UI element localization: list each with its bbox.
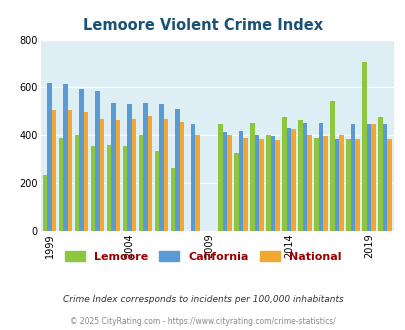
Bar bbox=[270, 137, 275, 231]
Bar bbox=[350, 124, 354, 231]
Bar bbox=[147, 116, 152, 231]
Legend: Lemoore, California, National: Lemoore, California, National bbox=[60, 247, 345, 267]
Bar bbox=[382, 124, 386, 231]
Bar bbox=[43, 176, 47, 231]
Bar bbox=[290, 129, 295, 231]
Bar bbox=[307, 135, 311, 231]
Bar bbox=[329, 101, 334, 231]
Bar bbox=[322, 137, 327, 231]
Bar bbox=[366, 124, 370, 231]
Bar bbox=[338, 135, 343, 231]
Bar bbox=[131, 118, 136, 231]
Bar bbox=[254, 135, 259, 231]
Bar bbox=[238, 131, 243, 231]
Bar bbox=[68, 110, 72, 231]
Bar bbox=[377, 117, 382, 231]
Bar bbox=[179, 122, 183, 231]
Bar bbox=[354, 139, 359, 231]
Bar bbox=[75, 135, 79, 231]
Bar bbox=[154, 151, 159, 231]
Bar bbox=[127, 104, 131, 231]
Bar bbox=[143, 103, 147, 231]
Bar bbox=[386, 139, 390, 231]
Bar bbox=[190, 124, 195, 231]
Bar bbox=[63, 84, 68, 231]
Bar bbox=[52, 110, 56, 231]
Bar bbox=[218, 124, 222, 231]
Bar bbox=[100, 118, 104, 231]
Bar bbox=[122, 146, 127, 231]
Bar bbox=[83, 112, 88, 231]
Bar bbox=[298, 120, 302, 231]
Bar bbox=[286, 128, 290, 231]
Bar bbox=[250, 123, 254, 231]
Bar bbox=[159, 104, 163, 231]
Bar bbox=[275, 140, 279, 231]
Text: Lemoore Violent Crime Index: Lemoore Violent Crime Index bbox=[83, 18, 322, 33]
Bar bbox=[345, 139, 350, 231]
Bar bbox=[175, 109, 179, 231]
Bar bbox=[95, 91, 100, 231]
Bar bbox=[370, 124, 375, 231]
Text: Crime Index corresponds to incidents per 100,000 inhabitants: Crime Index corresponds to incidents per… bbox=[62, 295, 343, 304]
Bar bbox=[163, 118, 168, 231]
Bar bbox=[79, 89, 83, 231]
Bar bbox=[111, 103, 115, 231]
Bar bbox=[334, 139, 338, 231]
Bar bbox=[170, 168, 175, 231]
Bar bbox=[227, 135, 231, 231]
Bar bbox=[90, 146, 95, 231]
Bar bbox=[234, 153, 238, 231]
Bar bbox=[115, 120, 120, 231]
Bar bbox=[222, 132, 227, 231]
Bar bbox=[302, 123, 307, 231]
Bar bbox=[47, 83, 52, 231]
Bar bbox=[59, 138, 63, 231]
Bar bbox=[259, 139, 263, 231]
Bar bbox=[266, 135, 270, 231]
Bar bbox=[107, 145, 111, 231]
Text: © 2025 CityRating.com - https://www.cityrating.com/crime-statistics/: © 2025 CityRating.com - https://www.city… bbox=[70, 317, 335, 326]
Bar bbox=[313, 138, 318, 231]
Bar bbox=[281, 116, 286, 231]
Bar bbox=[361, 62, 366, 231]
Bar bbox=[318, 123, 322, 231]
Bar bbox=[243, 138, 247, 231]
Bar bbox=[195, 135, 200, 231]
Bar bbox=[138, 135, 143, 231]
